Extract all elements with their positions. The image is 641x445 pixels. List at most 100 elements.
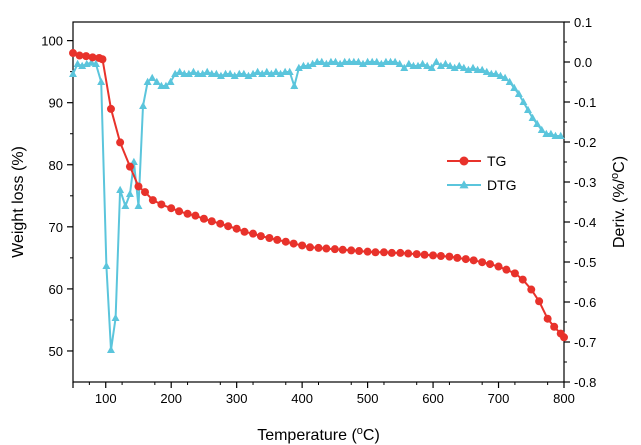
dtg-point (414, 61, 422, 69)
dtg-point (505, 77, 514, 85)
dtg-point (216, 71, 225, 79)
dtg-point (230, 71, 239, 79)
dtg-point (276, 69, 285, 77)
dtg-point (478, 65, 487, 73)
dtg-point (336, 59, 345, 67)
dtg-point (496, 71, 505, 79)
dtg-point (528, 113, 537, 121)
tg-point (199, 214, 208, 223)
tg-point (355, 247, 364, 256)
dtg-point (432, 57, 441, 65)
dtg-point (111, 313, 120, 321)
tg-point (527, 285, 536, 294)
y-axis-right-title: Deriv. (%/oC) (609, 156, 628, 248)
dtg-point (482, 67, 491, 75)
dtg-point (377, 59, 386, 67)
tg-point (379, 248, 388, 257)
y-left-tick-label: 50 (49, 344, 63, 359)
y-right-tick-label: -0.3 (574, 175, 596, 190)
y-right-tick-label: 0.1 (574, 15, 592, 30)
dtg-point (551, 131, 560, 139)
dtg-point (290, 81, 299, 89)
dtg-point (459, 63, 468, 71)
dtg-line (72, 60, 561, 351)
y-left-tick-label: 80 (49, 158, 63, 173)
dtg-point (450, 63, 459, 71)
dtg-point (294, 63, 303, 71)
dtg-point (455, 61, 464, 69)
dtg-point (304, 61, 313, 69)
tg-point (543, 314, 552, 323)
dtg-point (395, 59, 404, 67)
dtg-point (308, 59, 317, 67)
tg-point (167, 204, 176, 213)
tg-point (469, 256, 478, 265)
x-tick-label: 200 (160, 391, 182, 406)
y-left-tick-label: 70 (49, 220, 63, 235)
tg-point (436, 252, 445, 260)
tg-point (75, 51, 84, 60)
dtg-point (121, 201, 130, 209)
tg-point (232, 224, 241, 233)
label-base: Deriv. (%/ (611, 178, 628, 248)
tg-point (502, 265, 511, 274)
tg-point (371, 248, 380, 257)
tg-point (453, 253, 462, 262)
tg-point (265, 234, 274, 242)
legend: TG DTG (447, 153, 517, 193)
tg-point (88, 53, 97, 62)
y-right-tick-label: -0.5 (574, 255, 596, 270)
dtg-point (400, 63, 409, 71)
dtg-point (175, 67, 184, 75)
tg-point (396, 248, 405, 257)
tg-point (461, 255, 470, 264)
y-left-tick-label: 90 (49, 96, 63, 111)
tg-point (330, 245, 339, 254)
tg-point (240, 227, 249, 236)
legend-label-tg: TG (487, 153, 506, 169)
dtg-point (87, 58, 96, 66)
tg-point (314, 243, 323, 252)
dtg-point (267, 69, 276, 77)
y-axis-left-title: Weight loss (%) (10, 146, 27, 258)
legend-label-dtg: DTG (487, 177, 517, 193)
tg-point (141, 188, 150, 197)
tg-point (183, 209, 192, 218)
tg-point (305, 243, 314, 252)
dtg-point (262, 67, 271, 75)
dtg-point (469, 63, 477, 71)
dtg-point (556, 131, 565, 139)
dtg-point (524, 105, 532, 113)
dtg-point (418, 59, 427, 67)
y-right-tick-label: -0.2 (574, 135, 596, 150)
tg-point (69, 49, 77, 58)
dtg-point (258, 69, 267, 77)
dtg-point (78, 61, 87, 69)
dtg-point (491, 69, 500, 77)
dtg-point (116, 185, 125, 193)
y-left-tick-label: 60 (49, 282, 63, 297)
tg-point (116, 138, 125, 147)
dtg-point (404, 59, 413, 67)
x-tick-label: 400 (291, 391, 313, 406)
tg-point (98, 55, 107, 64)
x-tick-label: 100 (95, 391, 117, 406)
tg-point (338, 245, 347, 254)
dtg-point (171, 69, 180, 77)
dtg-point (203, 67, 212, 75)
x-tick-label: 500 (357, 391, 379, 406)
dtg-point (198, 69, 207, 77)
tg-point (134, 182, 143, 191)
dtg-point (226, 69, 235, 77)
dtg-point (166, 77, 175, 85)
dtg-point (446, 61, 455, 69)
x-axis-title: Temperature (oC) (257, 425, 380, 444)
tg-point (494, 262, 503, 271)
dtg-point (501, 73, 510, 81)
legend-marker-dtg (459, 180, 469, 189)
dtg-point (533, 119, 542, 127)
dtg-point (423, 61, 432, 69)
tg-point (420, 250, 429, 259)
series-tg (69, 49, 568, 342)
dtg-point (546, 129, 555, 137)
